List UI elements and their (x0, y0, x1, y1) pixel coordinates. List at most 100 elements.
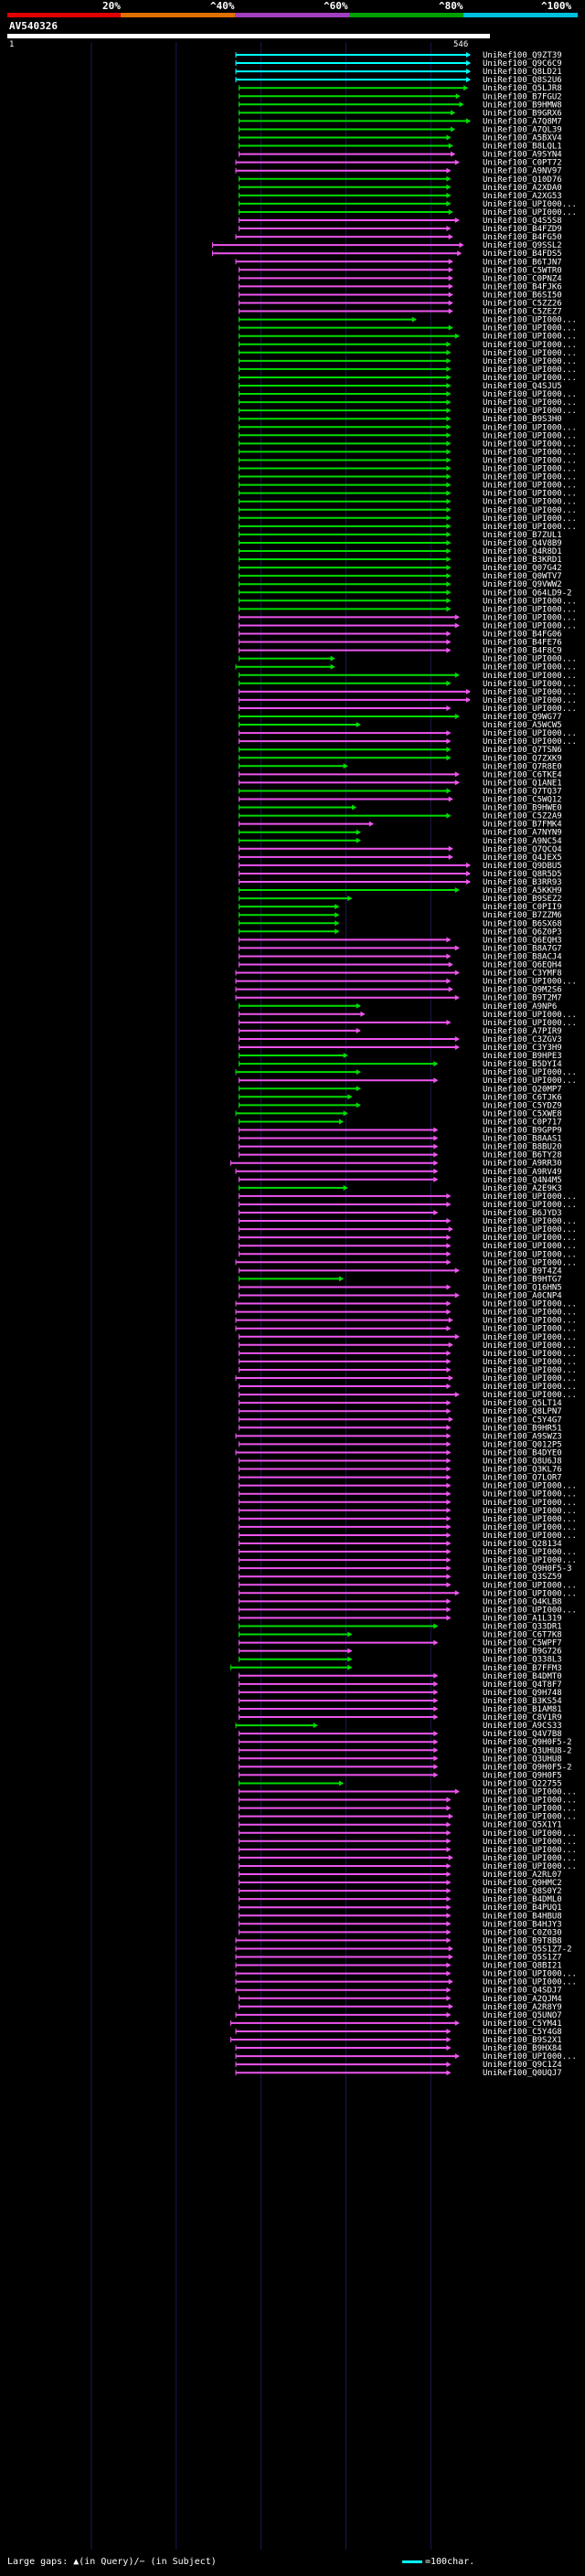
hit-row[interactable]: UniRef100_Q7QCQ4 (239, 845, 562, 854)
hit-label[interactable]: UniRef100_UPI000... (483, 696, 577, 705)
hit-label[interactable]: UniRef100_UPI000... (483, 357, 577, 366)
hit-label[interactable]: UniRef100_UPI000... (483, 1300, 577, 1309)
hit-label[interactable]: UniRef100_UPI000... (483, 1325, 577, 1334)
hit-row[interactable]: UniRef100_Q9SSL2 (212, 241, 562, 250)
hit-row[interactable]: UniRef100_Q22755 (239, 1779, 562, 1788)
hit-row[interactable]: UniRef100_B4FJK6 (239, 282, 562, 292)
hit-label[interactable]: UniRef100_B9SEZ2 (483, 895, 562, 904)
hit-label[interactable]: UniRef100_C0P717 (483, 1118, 562, 1127)
hit-label[interactable]: UniRef100_B9GRX6 (483, 109, 562, 118)
hit-row[interactable]: UniRef100_UPI000... (239, 1499, 577, 1508)
hit-label[interactable]: UniRef100_B7ZUL1 (483, 531, 562, 540)
hit-label[interactable]: UniRef100_A9SWZ3 (483, 1432, 562, 1441)
hit-label[interactable]: UniRef100_B9GPP9 (483, 1127, 562, 1136)
hit-row[interactable]: UniRef100_Q9WG77 (239, 713, 562, 722)
hit-label[interactable]: UniRef100_B7FMK4 (483, 821, 562, 830)
hit-label[interactable]: UniRef100_UPI000... (483, 316, 577, 325)
hit-row[interactable]: UniRef100_UPI000... (239, 1515, 577, 1524)
hit-row[interactable]: UniRef100_UPI000... (239, 1076, 577, 1086)
hit-label[interactable]: UniRef100_Q8S0Y2 (483, 1887, 562, 1896)
hit-row[interactable]: UniRef100_A2XG53 (239, 192, 562, 201)
hit-label[interactable]: UniRef100_UPI000... (483, 1234, 577, 1243)
hit-row[interactable]: UniRef100_UPI000... (239, 523, 577, 532)
hit-row[interactable]: UniRef100_Q3UHU8-2 (239, 1746, 572, 1755)
hit-label[interactable]: UniRef100_B7FGU2 (483, 92, 562, 101)
hit-label[interactable]: UniRef100_A9SYN4 (483, 151, 562, 160)
hit-label[interactable]: UniRef100_C0PT72 (483, 159, 562, 168)
hit-row[interactable]: UniRef100_UPI000... (239, 1366, 577, 1375)
hit-row[interactable]: UniRef100_B4HJY3 (239, 1920, 562, 1929)
hit-row[interactable]: UniRef100_C5XWE8 (235, 1109, 562, 1118)
hit-label[interactable]: UniRef100_Q9H0F5 (483, 1771, 562, 1780)
hit-label[interactable]: UniRef100_A9NV97 (483, 167, 562, 176)
hit-label[interactable]: UniRef100_UPI000... (483, 1193, 577, 1202)
hit-label[interactable]: UniRef100_UPI000... (483, 1482, 577, 1491)
hit-row[interactable]: UniRef100_Q9H0F5-3 (239, 1564, 572, 1574)
hit-row[interactable]: UniRef100_A2XDA0 (239, 184, 562, 193)
hit-row[interactable]: UniRef100_B5DYI4 (239, 1060, 562, 1069)
hit-label[interactable]: UniRef100_UPI000... (483, 1862, 577, 1871)
hit-row[interactable]: UniRef100_Q28134 (239, 1540, 562, 1549)
hit-label[interactable]: UniRef100_B4HBU8 (483, 1912, 562, 1921)
hit-label[interactable]: UniRef100_UPI000... (483, 1258, 577, 1267)
hit-label[interactable]: UniRef100_A1L319 (483, 1614, 562, 1623)
hit-label[interactable]: UniRef100_C8V1R9 (483, 1713, 562, 1723)
hit-label[interactable]: UniRef100_Q28134 (483, 1540, 562, 1549)
hit-label[interactable]: UniRef100_Q8U6J8 (483, 1458, 562, 1467)
hit-label[interactable]: UniRef100_UPI000... (483, 1350, 577, 1359)
hit-label[interactable]: UniRef100_Q0UQJ7 (483, 2069, 562, 2078)
hit-row[interactable]: UniRef100_UPI000... (239, 680, 577, 689)
hit-label[interactable]: UniRef100_Q9C6C9 (483, 59, 562, 69)
hit-label[interactable]: UniRef100_C5WQ12 (483, 796, 562, 805)
hit-label[interactable]: UniRef100_A5BXV4 (483, 134, 562, 143)
hit-row[interactable]: UniRef100_Q8S0Y2 (239, 1887, 562, 1896)
hit-label[interactable]: UniRef100_Q338L3 (483, 1656, 562, 1665)
hit-label[interactable]: UniRef100_UPI000... (483, 1068, 577, 1077)
hit-row[interactable]: UniRef100_UPI000... (239, 390, 577, 399)
hit-label[interactable]: UniRef100_Q16HN5 (483, 1283, 562, 1292)
hit-label[interactable]: UniRef100_C6TJK6 (483, 1093, 562, 1102)
hit-label[interactable]: UniRef100_UPI000... (483, 1250, 577, 1259)
hit-row[interactable]: UniRef100_UPI000... (235, 1325, 577, 1334)
hit-row[interactable]: UniRef100_UPI000... (239, 1532, 577, 1541)
hit-label[interactable]: UniRef100_UPI000... (483, 482, 577, 491)
hit-row[interactable]: UniRef100_Q20MP7 (239, 1085, 562, 1094)
hit-row[interactable]: UniRef100_Q8U6J8 (239, 1458, 562, 1467)
hit-row[interactable]: UniRef100_C5ZEZ7 (239, 308, 562, 317)
hit-label[interactable]: UniRef100_Q3KL76 (483, 1466, 562, 1475)
hit-label[interactable]: UniRef100_Q9HMC2 (483, 1879, 562, 1888)
hit-row[interactable]: UniRef100_A5KKH9 (239, 886, 562, 896)
hit-label[interactable]: UniRef100_B7FFM3 (483, 1664, 562, 1673)
hit-label[interactable]: UniRef100_A2XG53 (483, 192, 562, 201)
hit-row[interactable]: UniRef100_B9T4Z4 (239, 1267, 562, 1276)
hit-label[interactable]: UniRef100_B1AM81 (483, 1705, 562, 1714)
hit-row[interactable]: UniRef100_A2RL07 (239, 1871, 562, 1880)
hit-row[interactable]: UniRef100_UPI000... (239, 1383, 577, 1392)
hit-row[interactable]: UniRef100_Q9VWW2 (239, 580, 562, 589)
hit-row[interactable]: UniRef100_Q9H0F5-2 (239, 1738, 572, 1747)
hit-row[interactable]: UniRef100_UPI000... (239, 333, 577, 342)
hit-label[interactable]: UniRef100_UPI000... (483, 1978, 577, 1988)
hit-label[interactable]: UniRef100_A0CNP4 (483, 1292, 562, 1301)
hit-row[interactable]: UniRef100_UPI000... (239, 357, 577, 366)
hit-row[interactable]: UniRef100_Q6EQH4 (239, 961, 562, 970)
hit-label[interactable]: UniRef100_B9T8B8 (483, 1936, 562, 1945)
hit-row[interactable]: UniRef100_A5BXV4 (239, 134, 562, 143)
hit-label[interactable]: UniRef100_UPI000... (483, 498, 577, 507)
hit-row[interactable]: UniRef100_UPI000... (239, 473, 577, 482)
hit-label[interactable]: UniRef100_A5WCW5 (483, 721, 562, 730)
hit-row[interactable]: UniRef100_UPI000... (239, 316, 577, 325)
hit-label[interactable]: UniRef100_Q9DBU5 (483, 862, 562, 871)
hit-row[interactable]: UniRef100_B9GPP9 (239, 1127, 562, 1136)
hit-row[interactable]: UniRef100_B9S2X1 (230, 2036, 562, 2045)
hit-row[interactable]: UniRef100_Q5UNO7 (235, 2011, 562, 2020)
hit-label[interactable]: UniRef100_B6TJN7 (483, 258, 562, 267)
hit-row[interactable]: UniRef100_UPI000... (239, 349, 577, 358)
hit-label[interactable]: UniRef100_B4FZD9 (483, 225, 562, 234)
hit-row[interactable]: UniRef100_B8BU20 (239, 1143, 562, 1152)
hit-label[interactable]: UniRef100_Q9H0F5-2 (483, 1738, 572, 1747)
hit-label[interactable]: UniRef100_B4FG50 (483, 233, 562, 242)
hit-row[interactable]: UniRef100_UPI000... (239, 621, 577, 631)
hit-label[interactable]: UniRef100_UPI000... (483, 448, 577, 457)
hit-row[interactable]: UniRef100_Q4JEX5 (239, 853, 562, 863)
